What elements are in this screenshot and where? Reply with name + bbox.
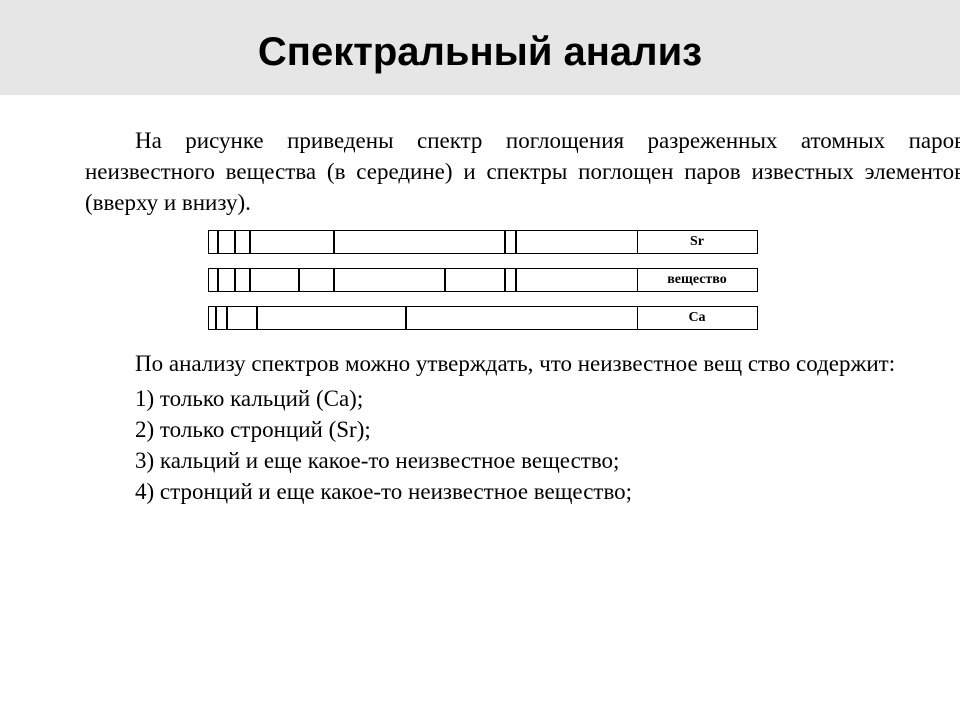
spectral-line — [215, 307, 217, 329]
spectral-line — [333, 269, 335, 291]
spectral-line — [515, 269, 517, 291]
spectral-line — [226, 307, 228, 329]
spectral-line — [504, 269, 506, 291]
spectral-line — [256, 307, 258, 329]
answer-option: 4) стронций и еще какое-то неизвестное в… — [85, 476, 960, 507]
answer-option: 2) только стронций (Sr); — [85, 414, 960, 445]
spectral-line — [298, 269, 300, 291]
spectra-diagram: Sr вещество Ca — [85, 230, 960, 330]
spectral-line — [444, 269, 446, 291]
spectral-line — [217, 231, 219, 253]
spectral-line — [234, 269, 236, 291]
spectrum-label: Sr — [638, 230, 758, 254]
spectrum-row: Sr — [208, 230, 758, 254]
spectrum-bar — [208, 230, 638, 254]
spectral-line — [234, 231, 236, 253]
answer-option: 1) только кальций (Ca); — [85, 383, 960, 414]
answer-option: 3) кальций и еще какое-то неизвестное ве… — [85, 445, 960, 476]
spectrum-bar — [208, 306, 638, 330]
spectral-line — [515, 231, 517, 253]
spectrum-row: вещество — [208, 268, 758, 292]
page-title: Спектральный анализ — [0, 30, 960, 75]
spectrum-label: вещество — [638, 268, 758, 292]
paragraph-question: По анализу спектров можно утверждать, чт… — [85, 348, 960, 379]
spectral-line — [217, 269, 219, 291]
spectral-line — [504, 231, 506, 253]
header-band: Спектральный анализ — [0, 0, 960, 95]
paragraph-intro: На рисунке приведены спектр поглощения р… — [85, 125, 960, 218]
spectral-line — [405, 307, 407, 329]
spectral-line — [333, 231, 335, 253]
spectrum-row: Ca — [208, 306, 758, 330]
spectrum-label: Ca — [638, 306, 758, 330]
spectral-line — [249, 269, 251, 291]
content-area: На рисунке приведены спектр поглощения р… — [0, 95, 960, 507]
spectrum-bar — [208, 268, 638, 292]
options-list: 1) только кальций (Ca);2) только стронци… — [85, 383, 960, 507]
spectral-line — [249, 231, 251, 253]
